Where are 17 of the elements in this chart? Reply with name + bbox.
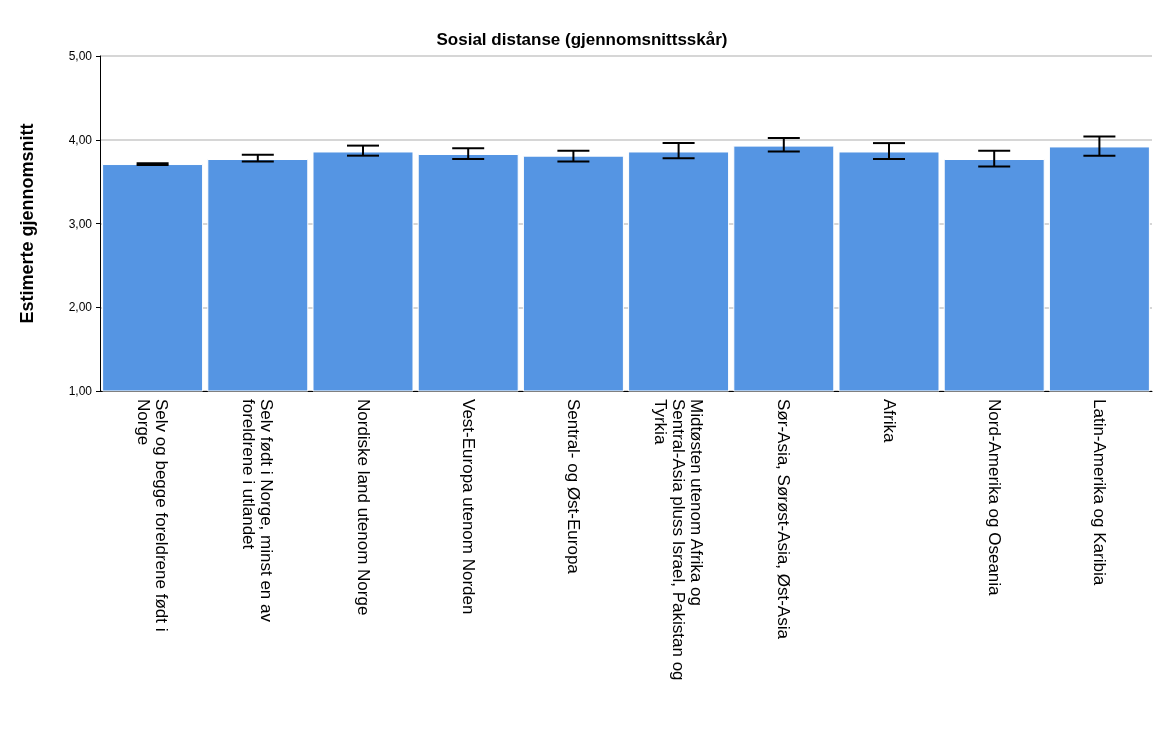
- chart-title: Sosial distanse (gjennomsnittsskår): [436, 30, 728, 49]
- x-tick-label: Latin-Amerika og Karibia: [1089, 399, 1109, 586]
- y-tick-label: 1,00: [68, 384, 93, 398]
- y-tick-label: 5,00: [68, 49, 93, 63]
- x-tick-label: Nordiske land utenom Norge: [353, 399, 373, 616]
- x-tick-label: Afrika: [879, 399, 899, 443]
- y-tick-label: 3,00: [68, 216, 93, 231]
- x-tick-label: Nord-Amerika og Oseania: [984, 399, 1004, 597]
- x-tick-label: Selv født i Norge, minst en av foreldrene i utlandet: [239, 399, 277, 627]
- x-tick-label: Sentral- og Øst-Europa: [563, 399, 583, 575]
- x-tick-label: Midtøsten utenom Afrika og Sentral-Asia pluss Israel, Pakistan og Tyrkia: [651, 399, 707, 686]
- x-tick-label: Vest-Europa utenom Norden: [458, 399, 478, 615]
- x-tick-label: Sør-Asia, Sørøst-Asia, Øst-Asia: [774, 399, 794, 640]
- x-tick-label: Selv og begge foreldrene født i Norge: [134, 399, 172, 637]
- y-axis-title: Estimerte gjennomsnitt: [17, 123, 37, 324]
- y-tick-label: 2,00: [68, 300, 93, 315]
- y-tick-label: 4,00: [68, 132, 93, 147]
